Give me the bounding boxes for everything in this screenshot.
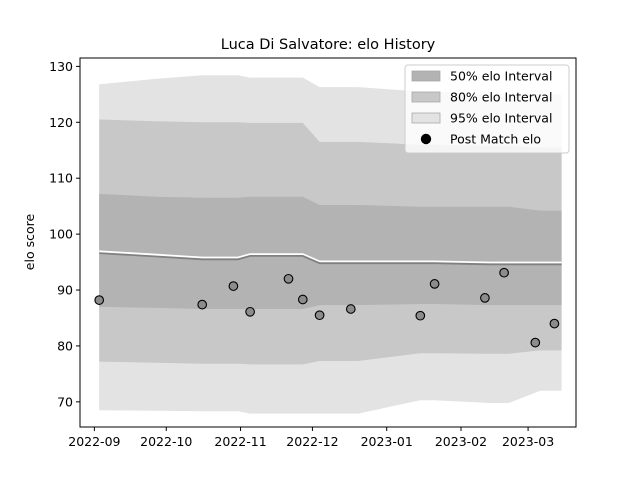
data-point bbox=[197, 299, 208, 310]
x-tick-label: 2022-10 bbox=[140, 434, 192, 449]
chart-title: Luca Di Salvatore: elo History bbox=[221, 37, 436, 53]
legend-label: 80% elo Interval bbox=[450, 90, 552, 105]
mean-line bbox=[99, 252, 562, 266]
data-point bbox=[429, 279, 440, 289]
legend: 50% elo Interval 80% elo Interval 95% elo … bbox=[404, 64, 570, 154]
data-point bbox=[499, 267, 509, 278]
data-point bbox=[297, 294, 308, 305]
band-50 bbox=[99, 193, 562, 309]
data-point bbox=[94, 295, 105, 305]
data-point bbox=[314, 310, 325, 321]
x-tick-label: 2023-02 bbox=[435, 434, 487, 449]
legend-label: 95% elo Interval bbox=[450, 111, 552, 126]
legend-swatch-95 bbox=[411, 112, 441, 124]
data-point bbox=[228, 281, 239, 291]
y-tick-label: 130 bbox=[49, 59, 73, 74]
data-point bbox=[480, 293, 490, 303]
y-axis: 70 80 90 100 110 120 130 bbox=[49, 59, 80, 409]
x-tick-label: 2022-09 bbox=[68, 434, 120, 449]
x-tick-label: 2023-03 bbox=[502, 434, 554, 449]
x-tick-label: 2022-12 bbox=[286, 434, 338, 449]
y-axis-label: elo score bbox=[22, 214, 37, 271]
data-point bbox=[345, 304, 356, 314]
x-tick-label: 2022-11 bbox=[214, 434, 266, 449]
x-tick-label: 2023-01 bbox=[361, 434, 413, 449]
y-tick-label: 90 bbox=[57, 283, 73, 298]
data-point bbox=[245, 306, 255, 317]
data-point bbox=[283, 273, 294, 284]
legend-swatch-80 bbox=[411, 91, 441, 103]
data-point bbox=[415, 310, 426, 321]
x-axis: 2022-09 2022-10 2022-11 2022-12 2023-01 2023-… bbox=[68, 427, 554, 449]
y-tick-label: 100 bbox=[49, 227, 73, 242]
mean-line-halo bbox=[99, 250, 562, 264]
y-tick-label: 120 bbox=[49, 115, 73, 130]
y-tick-label: 70 bbox=[57, 394, 73, 409]
legend-box bbox=[404, 64, 570, 154]
y-tick-label: 110 bbox=[49, 171, 73, 186]
plot-frame bbox=[79, 57, 577, 428]
data-point bbox=[530, 337, 541, 348]
data-point bbox=[549, 318, 560, 329]
y-tick-label: 80 bbox=[57, 338, 73, 353]
post-match-points bbox=[94, 267, 560, 348]
legend-label: Post Match elo bbox=[450, 132, 541, 147]
legend-marker-point bbox=[420, 133, 432, 145]
legend-label: 50% elo Interval bbox=[450, 69, 552, 84]
mean-elo-line bbox=[99, 250, 562, 266]
legend-swatch-50 bbox=[411, 70, 441, 82]
interval-bands bbox=[99, 75, 562, 414]
